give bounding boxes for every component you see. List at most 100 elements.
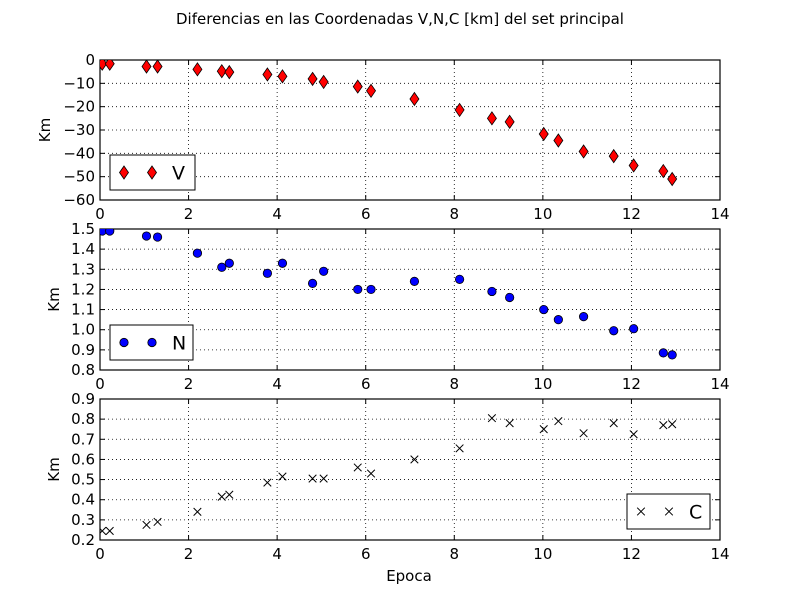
y-tick-label: −50	[63, 168, 95, 186]
data-point	[487, 413, 497, 423]
data-point	[454, 102, 465, 118]
x-tick-label: 12	[622, 545, 641, 563]
y-tick-label: 0.8	[71, 410, 95, 428]
data-point	[667, 171, 678, 187]
data-point	[216, 63, 227, 79]
data-point	[504, 114, 515, 130]
data-point	[667, 350, 677, 360]
y-tick-label: −60	[63, 191, 95, 209]
data-point	[539, 425, 548, 434]
data-point	[263, 478, 272, 487]
data-point	[553, 133, 564, 148]
data-point	[142, 520, 151, 530]
subplot-2: 0 2 4 6 8 10 12 14 0.8 0.9 1.0 1.1 1.2 1.3 1.4 1.5 Km N	[45, 220, 730, 393]
data-point	[100, 526, 107, 536]
y-tick-label: 1.2	[71, 280, 95, 298]
data-point	[454, 274, 465, 284]
data-point	[505, 292, 515, 303]
data-point	[262, 67, 273, 82]
x-tick-label: 10	[533, 545, 552, 563]
data-point	[105, 526, 114, 536]
series-points	[100, 60, 678, 187]
data-point	[486, 111, 497, 126]
y-tick-label: 1.3	[71, 260, 95, 278]
data-point	[105, 229, 115, 236]
data-point	[277, 69, 288, 84]
data-point	[629, 324, 639, 334]
y-tick-label: 1.1	[71, 301, 95, 319]
data-point	[539, 304, 549, 315]
x-tick-label: 0	[95, 375, 105, 393]
x-tick-label: 0	[95, 545, 105, 563]
data-point	[262, 268, 272, 278]
data-point	[366, 469, 376, 478]
data-point	[192, 62, 203, 77]
data-point	[658, 163, 669, 179]
data-point	[141, 231, 152, 241]
data-point	[609, 419, 618, 428]
y-axis-label: Km	[36, 118, 54, 142]
data-point	[192, 248, 203, 258]
data-point	[505, 419, 514, 428]
data-point	[579, 429, 588, 438]
data-point	[366, 83, 377, 99]
data-point	[225, 490, 234, 499]
x-axis-label: Epoca	[386, 567, 432, 585]
y-tick-label: −40	[63, 144, 95, 162]
subplot-1: 0 2 4 6 8 10 12 14 0 −10 −20 −30 −40 −50 −60 Km V	[36, 51, 730, 223]
x-tick-label: 8	[450, 545, 460, 563]
y-axis-label: Km	[45, 457, 63, 481]
data-point	[193, 507, 202, 516]
y-tick-label: 1.4	[71, 240, 95, 258]
y-tick-label: 0.7	[71, 430, 95, 448]
x-tick-label: 12	[622, 205, 641, 223]
y-axis-label: Km	[45, 287, 63, 311]
x-tick-label: 4	[272, 205, 282, 223]
x-tick-label: 2	[184, 545, 194, 563]
data-point	[578, 312, 589, 322]
data-point	[668, 420, 677, 429]
y-tick-label: 1.5	[71, 220, 95, 238]
data-point	[278, 472, 287, 481]
legend-label: N	[172, 333, 186, 355]
data-point	[410, 455, 419, 464]
x-tick-label: 8	[450, 205, 460, 223]
y-tick-label: 0.2	[71, 531, 95, 549]
data-point	[104, 60, 115, 71]
x-tick-label: 12	[622, 375, 641, 393]
data-point	[277, 258, 288, 268]
legend: N	[109, 324, 194, 361]
y-tick-label: 1.0	[71, 321, 95, 339]
data-point	[538, 126, 549, 142]
data-point	[353, 284, 363, 295]
legend-marker	[147, 165, 157, 180]
data-point	[308, 474, 317, 483]
x-tick-label: 4	[272, 545, 282, 563]
data-point	[409, 276, 420, 286]
data-point	[487, 286, 497, 297]
y-tick-label: −30	[63, 121, 95, 139]
data-point	[352, 79, 363, 94]
x-tick-label: 6	[361, 545, 371, 563]
data-point	[554, 417, 563, 426]
data-point	[224, 64, 235, 80]
x-tick-label: 14	[710, 205, 729, 223]
x-tick-label: 10	[533, 375, 552, 393]
subplot-3: 0 2 4 6 8 10 12 14 0.2 0.3 0.4 0.5 0.6 0.7 0.8 0.9 Km C	[45, 390, 730, 563]
data-point	[141, 60, 152, 74]
data-point	[578, 144, 589, 159]
y-tick-label: −10	[63, 74, 95, 92]
data-point	[609, 326, 619, 336]
y-tick-label: 0.9	[71, 341, 95, 359]
y-tick-label: 0.9	[71, 390, 95, 408]
data-point	[658, 348, 668, 358]
data-point	[153, 517, 162, 527]
legend: V	[109, 154, 196, 191]
x-tick-label: 6	[361, 205, 371, 223]
data-point	[318, 74, 329, 90]
data-point	[152, 232, 163, 242]
legend-marker	[119, 165, 129, 180]
legend-label: C	[689, 502, 702, 524]
x-tick-label: 2	[184, 205, 194, 223]
data-point	[217, 492, 226, 501]
